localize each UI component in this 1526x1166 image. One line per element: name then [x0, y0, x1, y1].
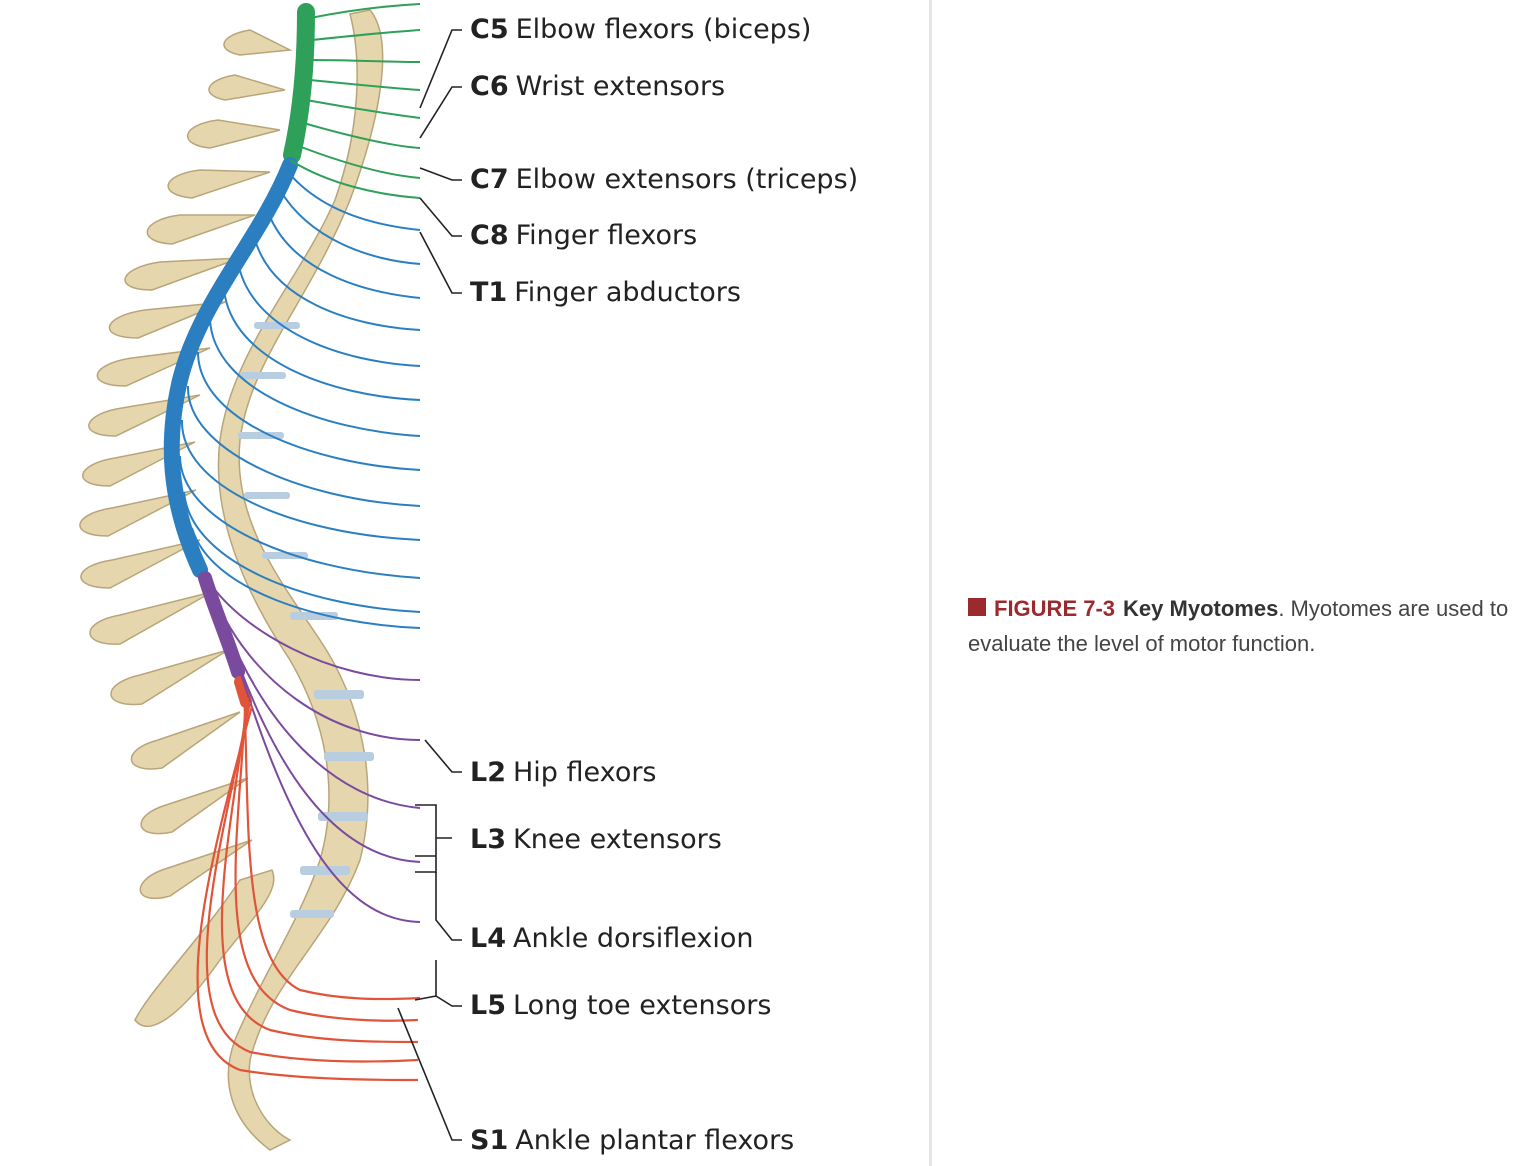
- caption-figure-number: FIGURE 7-3: [994, 596, 1116, 621]
- label-l2: L2 Hip flexors: [470, 759, 657, 786]
- level-t1: T1: [470, 277, 508, 308]
- cord-lumbar: [198, 571, 245, 679]
- column-divider: [929, 0, 932, 1166]
- level-l3: L3: [470, 824, 506, 855]
- level-c6: C6: [470, 71, 509, 102]
- cord-thoracic: [163, 157, 298, 578]
- muscle-c5: Elbow flexors (biceps): [515, 14, 812, 45]
- muscle-t1: Finger abductors: [514, 277, 741, 308]
- caption-text: . Myotomes are used to evaluate the leve…: [968, 596, 1509, 656]
- level-c7: C7: [470, 164, 509, 195]
- cervical-roots: [289, 3, 421, 199]
- level-c8: C8: [470, 220, 509, 251]
- lumbar-roots: [207, 579, 421, 923]
- figure-caption: FIGURE 7-3 Key Myotomes. Myotomes are use…: [968, 591, 1516, 661]
- caption-marker-icon: [968, 598, 986, 616]
- muscle-l5: Long toe extensors: [513, 990, 772, 1021]
- level-l4: L4: [470, 923, 506, 954]
- muscle-l4: Ankle dorsiflexion: [513, 923, 754, 954]
- label-l3: L3 Knee extensors: [470, 826, 722, 853]
- discs: [238, 322, 374, 918]
- label-c8: C8 Finger flexors: [470, 222, 697, 249]
- vertebral-bodies: [217, 9, 384, 1151]
- level-c5: C5: [470, 14, 509, 45]
- label-c6: C6 Wrist extensors: [470, 73, 725, 100]
- sacral-roots: [196, 689, 421, 1082]
- label-t1: T1 Finger abductors: [470, 279, 741, 306]
- cord-cervical: [283, 3, 315, 164]
- myotome-figure: C5 Elbow flexors (biceps) C6 Wrist extenso…: [79, 3, 858, 1154]
- spine-illustration: [79, 3, 462, 1151]
- label-l5: L5 Long toe extensors: [470, 992, 771, 1019]
- thoracic-roots: [179, 171, 421, 629]
- muscle-l3: Knee extensors: [513, 824, 722, 855]
- muscle-s1: Ankle plantar flexors: [515, 1125, 795, 1156]
- label-c5: C5 Elbow flexors (biceps): [470, 16, 811, 43]
- muscle-c7: Elbow extensors (triceps): [515, 164, 859, 195]
- muscle-c8: Finger flexors: [515, 220, 698, 251]
- muscle-l2: Hip flexors: [513, 757, 657, 788]
- leader-lines: [397, 29, 462, 1141]
- spinous-processes: [79, 29, 293, 1027]
- label-s1: S1 Ankle plantar flexors: [470, 1127, 794, 1154]
- label-l4: L4 Ankle dorsiflexion: [470, 925, 754, 952]
- level-l5: L5: [470, 990, 506, 1021]
- level-s1: S1: [470, 1125, 509, 1156]
- level-l2: L2: [470, 757, 506, 788]
- muscle-c6: Wrist extensors: [515, 71, 726, 102]
- caption-title: Key Myotomes: [1123, 596, 1279, 621]
- label-c7: C7 Elbow extensors (triceps): [470, 166, 858, 193]
